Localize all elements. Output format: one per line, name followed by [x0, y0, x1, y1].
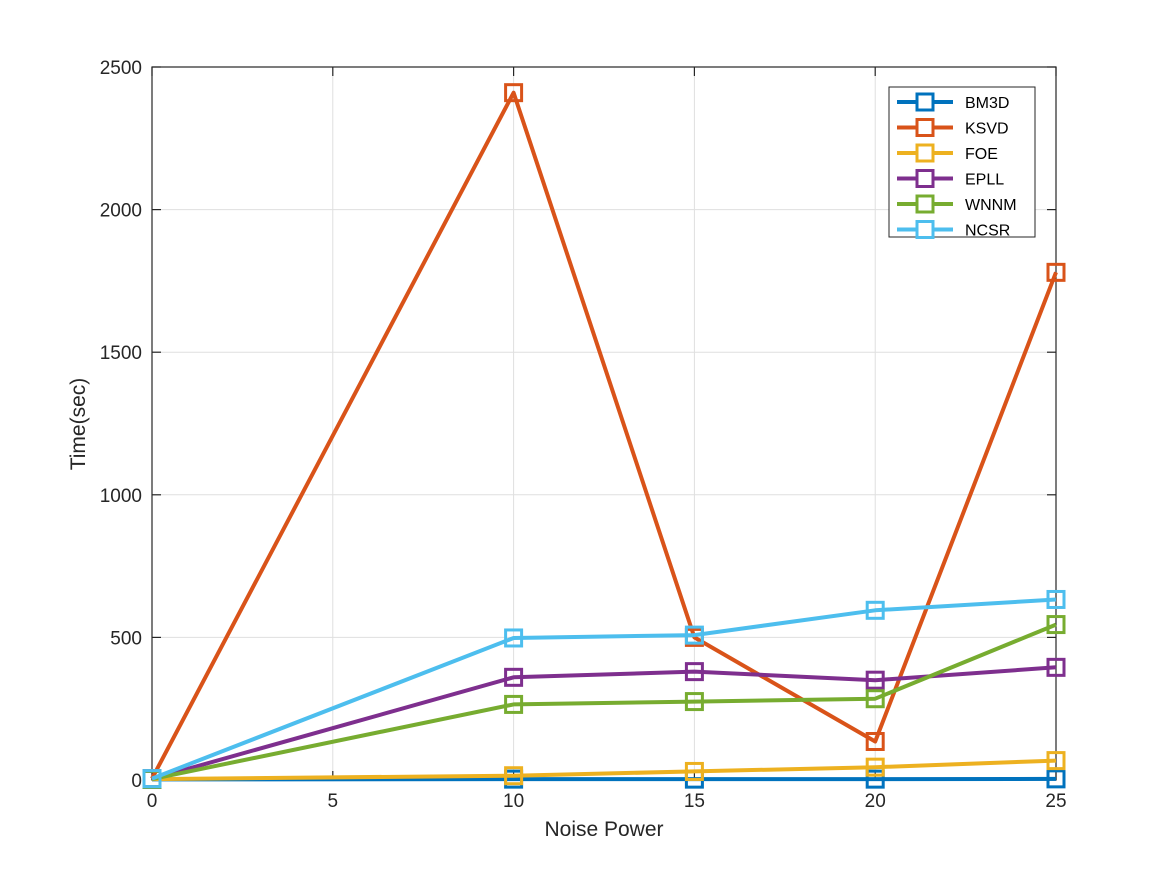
x-tick-label: 0 — [147, 791, 158, 812]
x-tick-label: 10 — [503, 791, 524, 812]
series-ncsr — [142, 589, 1066, 789]
tick-labels: 0 5 10 15 20 25 0 500 1000 1500 2000 2500 — [100, 58, 1067, 812]
data-point-marker — [865, 769, 885, 789]
data-point-marker — [1046, 769, 1066, 789]
legend-label: FOE — [965, 146, 998, 163]
data-point-marker — [865, 757, 885, 777]
data-point-marker — [504, 667, 524, 687]
y-tick-label: 0 — [131, 771, 142, 792]
series — [142, 83, 1066, 789]
x-tick-label: 20 — [865, 791, 886, 812]
legend-box — [888, 86, 1036, 238]
y-axis-label: Time(sec) — [67, 378, 90, 471]
y-tick-label: 2000 — [100, 201, 142, 222]
data-point-marker — [504, 766, 524, 786]
data-point-marker — [684, 692, 704, 712]
legend-item-epll: EPLL — [897, 169, 1004, 189]
legend-label: WNNM — [965, 197, 1017, 214]
data-point-marker — [504, 83, 524, 103]
data-point-marker — [1046, 615, 1066, 635]
x-axis-label: Noise Power — [544, 818, 663, 841]
legend-swatch-marker — [915, 169, 935, 188]
legend-swatch-marker — [915, 143, 935, 163]
legend-item-ksvd: KSVD — [897, 118, 1009, 138]
data-point-marker — [142, 769, 162, 789]
legend-swatch-marker — [915, 118, 935, 137]
legend-item-ncsr: NCSR — [897, 220, 1010, 240]
x-tick-label: 25 — [1045, 791, 1066, 812]
series-line-ksvd — [150, 90, 1058, 780]
y-tick-label: 2500 — [100, 58, 142, 79]
series-line-epll — [151, 665, 1057, 781]
legend-item-wnnm: WNNM — [897, 194, 1017, 214]
data-point-marker — [1046, 657, 1066, 677]
legend-swatch-marker — [915, 92, 935, 112]
series-wnnm — [142, 615, 1066, 789]
data-point-marker — [1046, 751, 1066, 771]
series-line-ncsr — [151, 597, 1057, 781]
data-point-marker — [684, 761, 704, 781]
series-line-wnnm — [151, 622, 1057, 782]
data-point-marker — [1046, 262, 1066, 282]
legend-swatch-marker — [915, 194, 935, 214]
y-tick-label: 500 — [110, 628, 142, 649]
series-line-foe — [151, 758, 1057, 782]
x-tick-label: 5 — [328, 791, 339, 812]
legend-item-foe: FOE — [897, 143, 998, 163]
data-point-marker — [865, 689, 885, 709]
legend-label: BM3D — [965, 95, 1009, 112]
legend-swatch-marker — [915, 220, 935, 239]
x-tick-label: 15 — [684, 791, 705, 812]
data-point-marker — [1046, 589, 1066, 609]
legend-label: NCSR — [965, 223, 1010, 240]
legend: BM3D KSVD FOE EPLL WNNM NCSR — [888, 86, 1036, 240]
data-point-marker — [504, 694, 524, 714]
legend-label: EPLL — [965, 172, 1004, 189]
y-tick-label: 1500 — [100, 343, 142, 364]
data-point-marker — [865, 731, 885, 751]
data-point-marker — [865, 670, 885, 690]
data-point-marker — [684, 625, 704, 645]
data-point-marker — [684, 662, 704, 682]
legend-label: KSVD — [965, 121, 1009, 138]
y-tick-label: 1000 — [100, 486, 142, 507]
data-point-marker — [504, 628, 524, 648]
legend-item-bm3d: BM3D — [897, 92, 1009, 112]
series-foe — [142, 751, 1066, 789]
data-point-marker — [865, 600, 885, 620]
